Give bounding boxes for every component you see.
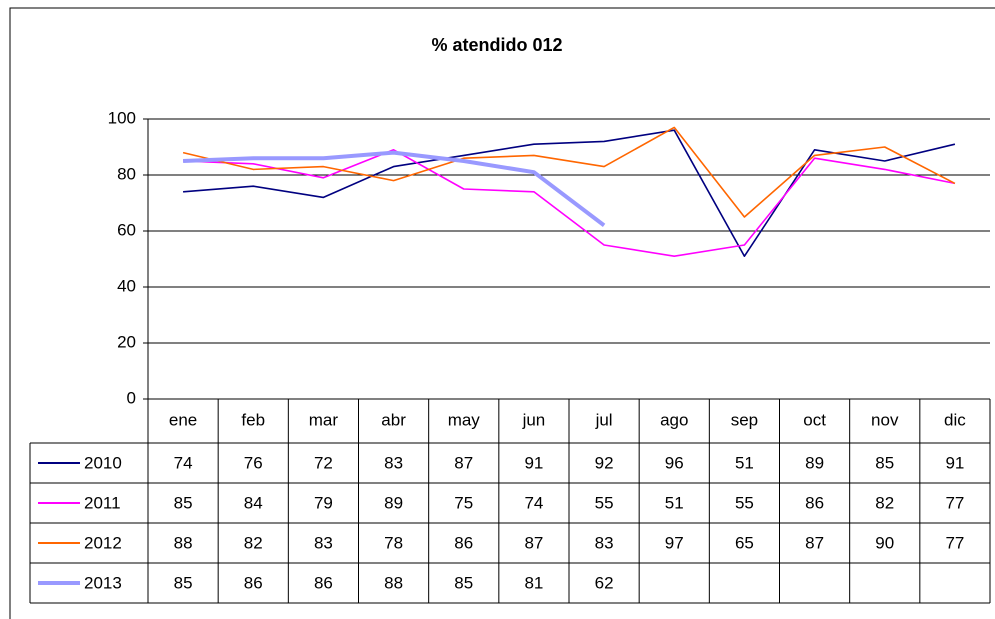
y-tick-label: 100 xyxy=(108,108,136,127)
table-cell: 85 xyxy=(174,573,193,592)
table-cell: 62 xyxy=(595,573,614,592)
x-tick-label: sep xyxy=(731,410,758,429)
table-cell: 89 xyxy=(805,453,824,472)
x-tick-label: nov xyxy=(871,410,899,429)
table-cell: 77 xyxy=(945,533,964,552)
x-tick-label: ago xyxy=(660,410,688,429)
table-cell: 96 xyxy=(665,453,684,472)
legend-label: 2011 xyxy=(84,493,121,512)
y-tick-label: 0 xyxy=(127,388,136,407)
y-tick-label: 20 xyxy=(117,332,136,351)
table-cell: 85 xyxy=(174,493,193,512)
table-cell: 87 xyxy=(805,533,824,552)
x-tick-label: ene xyxy=(169,410,197,429)
table-cell: 86 xyxy=(314,573,333,592)
series-line xyxy=(183,150,606,227)
table-cell: 79 xyxy=(314,493,333,512)
y-tick-label: 60 xyxy=(117,220,136,239)
table-cell: 86 xyxy=(805,493,824,512)
series-line xyxy=(183,149,956,258)
table-cell: 87 xyxy=(454,453,473,472)
table-cell: 83 xyxy=(314,533,333,552)
series-line xyxy=(183,129,956,258)
table-cell: 78 xyxy=(384,533,403,552)
table-cell: 51 xyxy=(735,453,754,472)
table-cell: 77 xyxy=(945,493,964,512)
table-cell: 83 xyxy=(384,453,403,472)
y-tick-label: 80 xyxy=(117,164,136,183)
table-cell: 81 xyxy=(524,573,543,592)
table-cell: 91 xyxy=(524,453,543,472)
table-cell: 84 xyxy=(244,493,263,512)
y-tick-label: 40 xyxy=(117,276,136,295)
table-cell: 72 xyxy=(314,453,333,472)
table-cell: 97 xyxy=(665,533,684,552)
table-cell: 76 xyxy=(244,453,263,472)
table-cell: 91 xyxy=(945,453,964,472)
table-cell: 74 xyxy=(524,493,543,512)
table-cell: 86 xyxy=(454,533,473,552)
table-cell: 88 xyxy=(384,573,403,592)
table-cell: 92 xyxy=(595,453,614,472)
x-tick-label: oct xyxy=(803,410,826,429)
x-tick-label: may xyxy=(448,410,481,429)
legend-label: 2012 xyxy=(84,533,122,552)
x-tick-label: mar xyxy=(309,410,339,429)
table-cell: 65 xyxy=(735,533,754,552)
series-line xyxy=(182,126,956,218)
table-cell: 83 xyxy=(595,533,614,552)
table-cell: 88 xyxy=(174,533,193,552)
table-cell: 89 xyxy=(384,493,403,512)
chart-border xyxy=(9,7,995,619)
table-cell: 75 xyxy=(454,493,473,512)
chart-title: % atendido 012 xyxy=(431,35,562,55)
legend-label: 2013 xyxy=(84,573,122,592)
legend-label: 2010 xyxy=(84,453,122,472)
x-tick-label: jul xyxy=(595,410,613,429)
table-cell: 55 xyxy=(595,493,614,512)
x-tick-label: abr xyxy=(381,410,406,429)
table-cell: 74 xyxy=(174,453,193,472)
table-cell: 85 xyxy=(454,573,473,592)
table-cell: 87 xyxy=(524,533,543,552)
table-cell: 82 xyxy=(875,493,894,512)
table-cell: 85 xyxy=(875,453,894,472)
x-tick-label: feb xyxy=(241,410,265,429)
x-tick-label: jun xyxy=(522,410,546,429)
x-tick-label: dic xyxy=(944,410,966,429)
table-cell: 55 xyxy=(735,493,754,512)
table-cell: 82 xyxy=(244,533,263,552)
table-cell: 86 xyxy=(244,573,263,592)
table-cell: 51 xyxy=(665,493,684,512)
table-cell: 90 xyxy=(875,533,894,552)
